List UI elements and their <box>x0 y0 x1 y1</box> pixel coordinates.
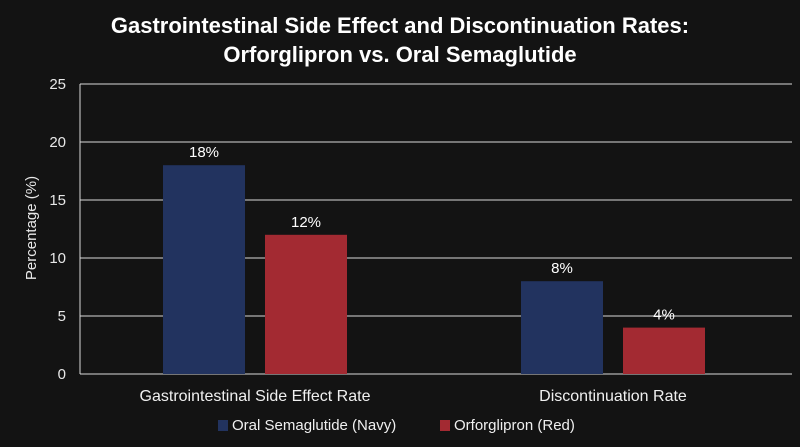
bar-0-1 <box>265 234 347 374</box>
chart-title-line-2: Orforglipron vs. Oral Semaglutide <box>223 42 576 67</box>
y-tick-20: 20 <box>49 134 66 151</box>
chart-title-line-1: Gastrointestinal Side Effect and Discont… <box>111 13 689 38</box>
y-tick-25: 25 <box>49 76 66 93</box>
y-tick-15: 15 <box>49 192 66 209</box>
legend-label-1: Orforglipron (Red) <box>454 417 575 434</box>
data-labels: 18% 12% 8% 4% <box>189 144 675 323</box>
legend: Oral Semaglutide (Navy) Orforglipron (Red… <box>218 417 575 434</box>
data-label-1-1: 4% <box>653 307 675 324</box>
y-tick-0: 0 <box>58 366 66 383</box>
y-tick-5: 5 <box>58 308 66 325</box>
y-tick-10: 10 <box>49 250 66 267</box>
data-label-1-0: 8% <box>551 260 573 277</box>
bar-0-0 <box>163 165 245 374</box>
data-label-0-0: 18% <box>189 144 219 161</box>
y-tick-labels: 0 5 10 15 20 25 <box>49 76 66 383</box>
data-label-0-1: 12% <box>291 214 321 231</box>
legend-label-0: Oral Semaglutide (Navy) <box>232 417 396 434</box>
bar-1-1 <box>623 327 705 374</box>
y-axis-title: Percentage (%) <box>23 176 40 280</box>
bar-1-0 <box>521 281 603 374</box>
category-label-0: Gastrointestinal Side Effect Rate <box>140 388 371 405</box>
legend-swatch-1 <box>440 420 450 431</box>
category-labels: Gastrointestinal Side Effect Rate Discont… <box>140 388 687 405</box>
legend-swatch-0 <box>218 420 228 431</box>
category-label-1: Discontinuation Rate <box>539 388 687 405</box>
bars <box>163 165 705 374</box>
